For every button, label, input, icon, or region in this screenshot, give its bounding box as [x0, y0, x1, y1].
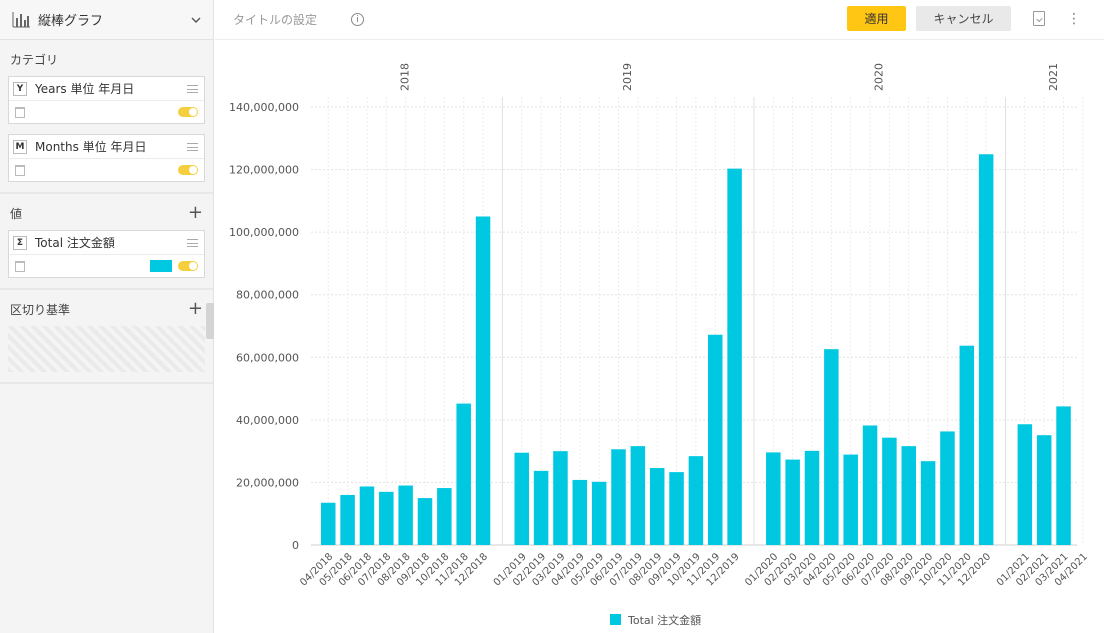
bar-chart: 0 20,000,000 40,000,000 60,000,000 80,000,00… — [229, 63, 1090, 627]
category-section: カテゴリ Y Years 単位 年月日 M Months 単位 年月日 — [0, 40, 213, 194]
bar[interactable] — [630, 446, 646, 545]
category-field-months[interactable]: M Months 単位 年月日 — [8, 134, 205, 182]
values-section: 値 + Σ Total 注文金額 — [0, 194, 213, 290]
bar[interactable] — [1017, 424, 1033, 545]
bar[interactable] — [804, 450, 820, 545]
sidebar-collapse-handle[interactable] — [206, 303, 214, 339]
bar[interactable] — [340, 494, 355, 545]
bar[interactable] — [766, 452, 781, 545]
bar[interactable] — [1056, 406, 1071, 545]
chart-type-selector[interactable]: 縦棒グラフ — [0, 0, 213, 40]
y-tick-label: 0 — [292, 539, 299, 552]
bar[interactable] — [572, 479, 588, 545]
bar[interactable] — [359, 486, 375, 545]
field-name: Months 単位 年月日 — [35, 140, 147, 154]
trash-icon[interactable] — [15, 260, 25, 272]
apply-button[interactable]: 適用 — [847, 6, 906, 31]
field-toggle[interactable] — [178, 165, 198, 175]
drag-handle-icon[interactable] — [187, 142, 198, 151]
bar[interactable] — [475, 216, 491, 546]
sum-badge-icon: Σ — [13, 235, 27, 250]
trash-icon[interactable] — [15, 164, 25, 176]
bar[interactable] — [398, 485, 413, 545]
export-icon[interactable] — [1033, 11, 1045, 26]
bar[interactable] — [379, 491, 394, 545]
bar[interactable] — [514, 452, 530, 545]
bar[interactable] — [456, 403, 471, 545]
cancel-button[interactable]: キャンセル — [916, 6, 1011, 31]
breakdown-section: 区切り基準 + — [0, 290, 213, 384]
y-tick-label: 140,000,000 — [229, 101, 299, 114]
series-color-swatch[interactable] — [150, 260, 172, 272]
legend-swatch[interactable] — [610, 614, 621, 625]
y-tick-label: 80,000,000 — [236, 289, 299, 302]
year-group-label: 2019 — [621, 63, 634, 91]
bar[interactable] — [437, 488, 452, 545]
bar[interactable] — [611, 449, 626, 545]
bar[interactable] — [882, 437, 897, 545]
bar-chart-icon — [12, 11, 30, 27]
year-group-label: 2021 — [1047, 63, 1060, 91]
bar[interactable] — [708, 334, 723, 545]
y-tick-label: 20,000,000 — [236, 476, 299, 489]
year-group-label: 2020 — [873, 63, 886, 91]
add-breakdown-icon[interactable]: + — [187, 298, 203, 319]
header: タイトルの設定 i 適用 キャンセル ⋮ — [215, 0, 1104, 40]
year-group-label: 2018 — [399, 63, 412, 91]
category-title: カテゴリ — [10, 52, 59, 67]
bar[interactable] — [901, 446, 917, 545]
value-field-total[interactable]: Σ Total 注文金額 — [8, 230, 205, 278]
drag-handle-icon[interactable] — [187, 238, 198, 247]
y-tick-label: 60,000,000 — [236, 351, 299, 364]
values-title: 値 — [10, 206, 23, 221]
field-toggle[interactable] — [178, 261, 198, 271]
bar[interactable] — [417, 498, 433, 545]
bar[interactable] — [688, 456, 704, 545]
y-tick-label: 40,000,000 — [236, 414, 299, 427]
bar[interactable] — [843, 454, 858, 545]
drag-handle-icon[interactable] — [187, 84, 198, 93]
add-value-icon[interactable]: + — [187, 202, 203, 223]
bar[interactable] — [785, 459, 800, 545]
breakdown-dropzone[interactable] — [8, 326, 205, 372]
trash-icon[interactable] — [15, 106, 25, 118]
bar[interactable] — [553, 451, 568, 545]
bar[interactable] — [940, 431, 955, 545]
months-badge-icon: M — [13, 139, 27, 154]
bar[interactable] — [669, 472, 684, 545]
chevron-down-icon[interactable] — [191, 17, 201, 23]
bar[interactable] — [978, 154, 994, 545]
sidebar: 縦棒グラフ カテゴリ Y Years 単位 年月日 M Months 単位 年月… — [0, 0, 214, 633]
breakdown-title: 区切り基準 — [10, 302, 71, 317]
field-name: Years 単位 年月日 — [35, 82, 135, 96]
bar[interactable] — [1036, 435, 1052, 545]
bar[interactable] — [862, 425, 878, 545]
chart-type-label: 縦棒グラフ — [38, 14, 104, 29]
field-name: Total 注文金額 — [35, 236, 115, 250]
bar[interactable] — [321, 502, 336, 545]
y-tick-label: 120,000,000 — [229, 164, 299, 177]
years-badge-icon: Y — [13, 81, 27, 96]
title-input[interactable]: タイトルの設定 — [233, 13, 318, 27]
more-options-icon[interactable]: ⋮ — [1067, 11, 1081, 27]
bar[interactable] — [591, 481, 607, 545]
bar[interactable] — [649, 468, 665, 545]
bar[interactable] — [533, 470, 549, 545]
y-tick-label: 100,000,000 — [229, 226, 299, 239]
bar[interactable] — [920, 461, 936, 545]
info-icon[interactable]: i — [351, 13, 365, 26]
field-toggle[interactable] — [178, 107, 198, 117]
bar[interactable] — [727, 168, 742, 545]
legend-label[interactable]: Total 注文金額 — [627, 613, 701, 627]
category-field-years[interactable]: Y Years 単位 年月日 — [8, 76, 205, 124]
bar[interactable] — [959, 345, 975, 545]
bar[interactable] — [824, 349, 839, 545]
